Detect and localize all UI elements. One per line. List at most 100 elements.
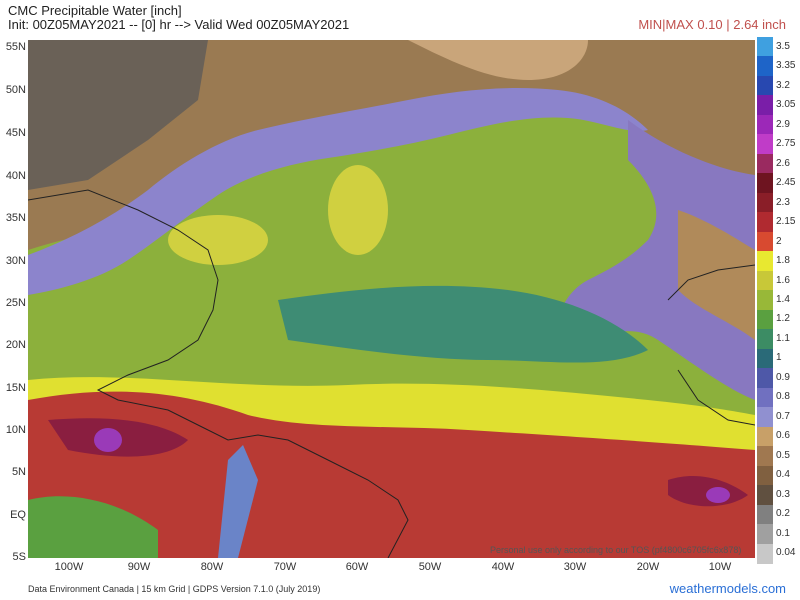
legend-swatch (757, 134, 773, 155)
legend-swatch (757, 387, 773, 408)
legend-label: 1.1 (776, 332, 790, 344)
lat-label: 20N (5, 339, 26, 351)
mid-band-green (278, 285, 648, 363)
legend-swatch (757, 485, 773, 506)
field-layer (28, 40, 755, 558)
legend-swatch (757, 114, 773, 135)
lon-label: 50W (418, 561, 442, 573)
moist-patch (168, 215, 268, 265)
legend-label: 0.5 (776, 449, 790, 461)
legend-swatch (757, 329, 773, 350)
brand-link[interactable]: weathermodels.com (669, 581, 786, 596)
legend-swatch (757, 446, 773, 467)
legend-swatch (757, 524, 773, 545)
legend-swatch (757, 290, 773, 311)
coastline-west-africa (677, 369, 755, 426)
legend-swatch (757, 37, 773, 57)
lon-label: 40W (491, 561, 515, 573)
legend-swatch (757, 251, 773, 272)
legend-label: 3.35 (776, 60, 796, 72)
lon-label: 90W (127, 561, 151, 573)
lat-label: 55N (5, 41, 26, 53)
legend-swatch (757, 173, 773, 194)
precipitable-water-map (28, 40, 755, 558)
legend-swatch (757, 192, 773, 213)
min-max-readout: MIN|MAX 0.10 | 2.64 inch (638, 17, 786, 32)
legend-label: 0.3 (776, 488, 790, 500)
lat-label: 5N (11, 466, 26, 478)
coastline-africa (667, 264, 755, 301)
lat-label: 40N (5, 170, 26, 182)
coastline-americas (28, 189, 409, 558)
lon-label: 20W (636, 561, 660, 573)
legend-label: 3.5 (776, 40, 790, 52)
lat-label: 45N (5, 127, 26, 139)
legend-label: 0.1 (776, 527, 790, 539)
legend-swatch (757, 309, 773, 330)
legend-label: 0.6 (776, 430, 790, 442)
legend-label: 3.05 (776, 99, 796, 111)
legend-label: 2.3 (776, 196, 790, 208)
legend-label: 0.8 (776, 391, 790, 403)
lon-label: 60W (345, 561, 369, 573)
legend-swatch (757, 95, 773, 116)
map-title: CMC Precipitable Water [inch] (8, 3, 182, 18)
dry-continent-gray (28, 40, 208, 190)
legend-swatch (757, 504, 773, 525)
legend-swatch (757, 153, 773, 174)
lat-label: 10N (5, 424, 26, 436)
lon-label: 10W (708, 561, 732, 573)
dry-region-east (678, 210, 755, 340)
peak-moisture (94, 428, 122, 452)
moist-patch (328, 165, 388, 255)
legend-label: 2.6 (776, 157, 790, 169)
lat-label: 5S (12, 551, 26, 563)
legend-swatch (757, 212, 773, 233)
lat-label: 30N (5, 255, 26, 267)
legend-swatch (757, 348, 773, 369)
legend-label: 1.4 (776, 294, 790, 305)
legend-label: 0.4 (776, 469, 790, 481)
legend-swatch (757, 426, 773, 447)
lat-label: EQ (10, 509, 26, 521)
legend-label: 0.7 (776, 410, 790, 422)
legend-label: 3.2 (776, 79, 790, 91)
legend-swatch (757, 543, 773, 564)
legend-label: 1.6 (776, 274, 790, 286)
legend-swatch (757, 368, 773, 389)
tropics-red-band (28, 391, 755, 558)
legend-label: 0.04 (776, 547, 796, 559)
legend-label: 0.2 (776, 508, 790, 520)
lon-label: 30W (563, 561, 587, 573)
legend-label: 2 (776, 235, 782, 247)
lon-label: 100W (54, 561, 84, 573)
legend-label: 2.9 (776, 118, 790, 130)
legend-swatch (757, 270, 773, 291)
andes-dry-strip (218, 445, 258, 558)
legend-swatch (757, 465, 773, 486)
legend-label: 2.45 (776, 177, 796, 189)
legend-label: 1.8 (776, 255, 790, 267)
lon-label: 80W (200, 561, 224, 573)
legend-label: 2.15 (776, 216, 796, 228)
lat-label: 35N (5, 212, 26, 224)
southern-green (28, 496, 158, 558)
color-legend (757, 37, 773, 564)
legend-label: 0.9 (776, 371, 790, 383)
tos-notice: Personal use only according to our TOS (… (490, 545, 742, 555)
data-credit: Data Environment Canada | 15 km Grid | G… (28, 584, 321, 594)
legend-swatch (757, 75, 773, 96)
lon-label: 70W (273, 561, 297, 573)
legend-swatch (757, 407, 773, 428)
legend-label: 1.2 (776, 313, 790, 325)
init-valid-line: Init: 00Z05MAY2021 -- [0] hr --> Valid W… (8, 17, 350, 32)
moisture-band-purple (28, 88, 648, 295)
legend-swatch (757, 56, 773, 77)
legend-label: 1 (776, 352, 782, 364)
lat-label: 50N (5, 84, 26, 96)
legend-label: 2.75 (776, 138, 796, 150)
dry-swirl (408, 40, 588, 80)
lat-label: 25N (5, 297, 26, 309)
lat-label: 15N (5, 382, 26, 394)
peak-moisture (706, 487, 730, 503)
